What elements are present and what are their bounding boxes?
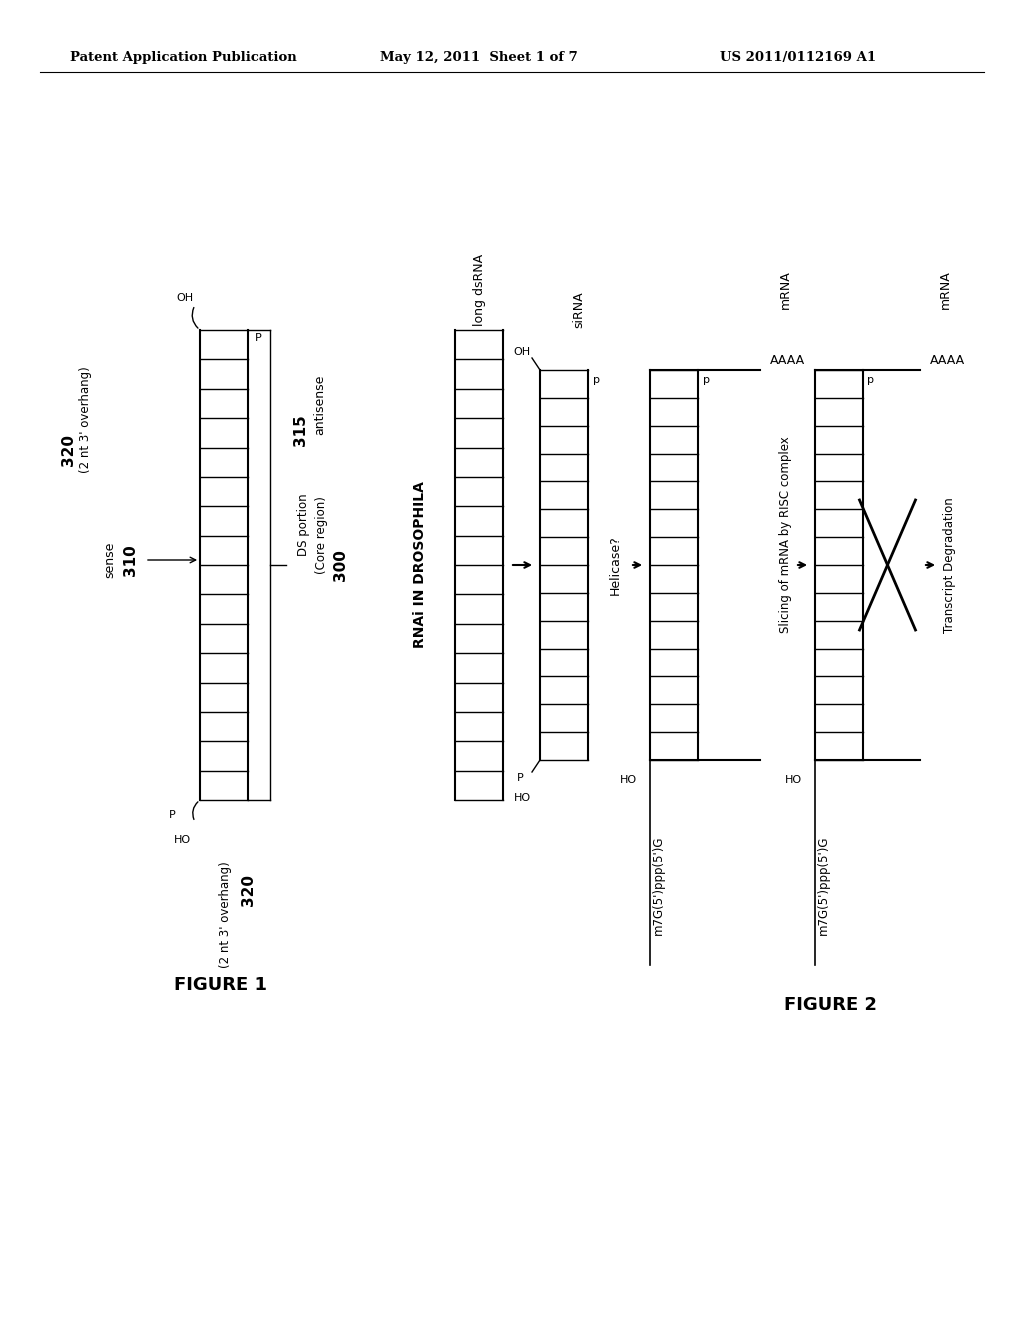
Text: P: P: [255, 333, 262, 343]
Text: (2 nt 3' overhang): (2 nt 3' overhang): [218, 862, 231, 969]
Text: May 12, 2011  Sheet 1 of 7: May 12, 2011 Sheet 1 of 7: [380, 51, 578, 65]
Text: HO: HO: [513, 793, 530, 803]
Text: p: p: [702, 375, 710, 385]
Text: m7G(5')ppp(5')G: m7G(5')ppp(5')G: [651, 836, 665, 935]
Text: US 2011/0112169 A1: US 2011/0112169 A1: [720, 51, 877, 65]
Text: FIGURE 1: FIGURE 1: [173, 975, 266, 994]
Text: P: P: [169, 810, 175, 820]
Text: siRNA: siRNA: [572, 292, 586, 329]
Text: HO: HO: [784, 775, 802, 785]
Text: sense: sense: [103, 541, 117, 578]
Text: HO: HO: [173, 836, 190, 845]
Text: m7G(5')ppp(5')G: m7G(5')ppp(5')G: [816, 836, 829, 935]
Text: 300: 300: [334, 549, 348, 581]
Text: p: p: [593, 375, 599, 385]
Text: Helicase?: Helicase?: [608, 535, 622, 595]
Text: Patent Application Publication: Patent Application Publication: [70, 51, 297, 65]
Text: HO: HO: [620, 775, 637, 785]
Text: 310: 310: [123, 544, 137, 576]
Text: 320: 320: [241, 874, 256, 906]
Text: 320: 320: [60, 434, 76, 466]
Text: antisense: antisense: [313, 375, 327, 436]
Text: Slicing of mRNA by RISC complex: Slicing of mRNA by RISC complex: [778, 437, 792, 634]
Text: OH: OH: [513, 347, 530, 356]
Text: mRNA: mRNA: [939, 271, 951, 309]
Text: (Core region): (Core region): [315, 496, 329, 574]
Text: AAAA: AAAA: [930, 354, 966, 367]
Text: AAAA: AAAA: [770, 354, 805, 367]
Text: FIGURE 2: FIGURE 2: [783, 997, 877, 1014]
Text: mRNA: mRNA: [778, 271, 792, 309]
Text: p: p: [867, 375, 874, 385]
Text: Transcript Degradation: Transcript Degradation: [943, 498, 956, 632]
Text: P: P: [517, 774, 523, 783]
Text: DS portion: DS portion: [298, 494, 310, 556]
Text: long dsRNA: long dsRNA: [472, 253, 485, 326]
Text: OH: OH: [176, 293, 194, 304]
Text: RNAi IN DROSOPHILA: RNAi IN DROSOPHILA: [413, 482, 427, 648]
Text: (2 nt 3' overhang): (2 nt 3' overhang): [80, 367, 92, 474]
Text: 315: 315: [293, 414, 307, 446]
